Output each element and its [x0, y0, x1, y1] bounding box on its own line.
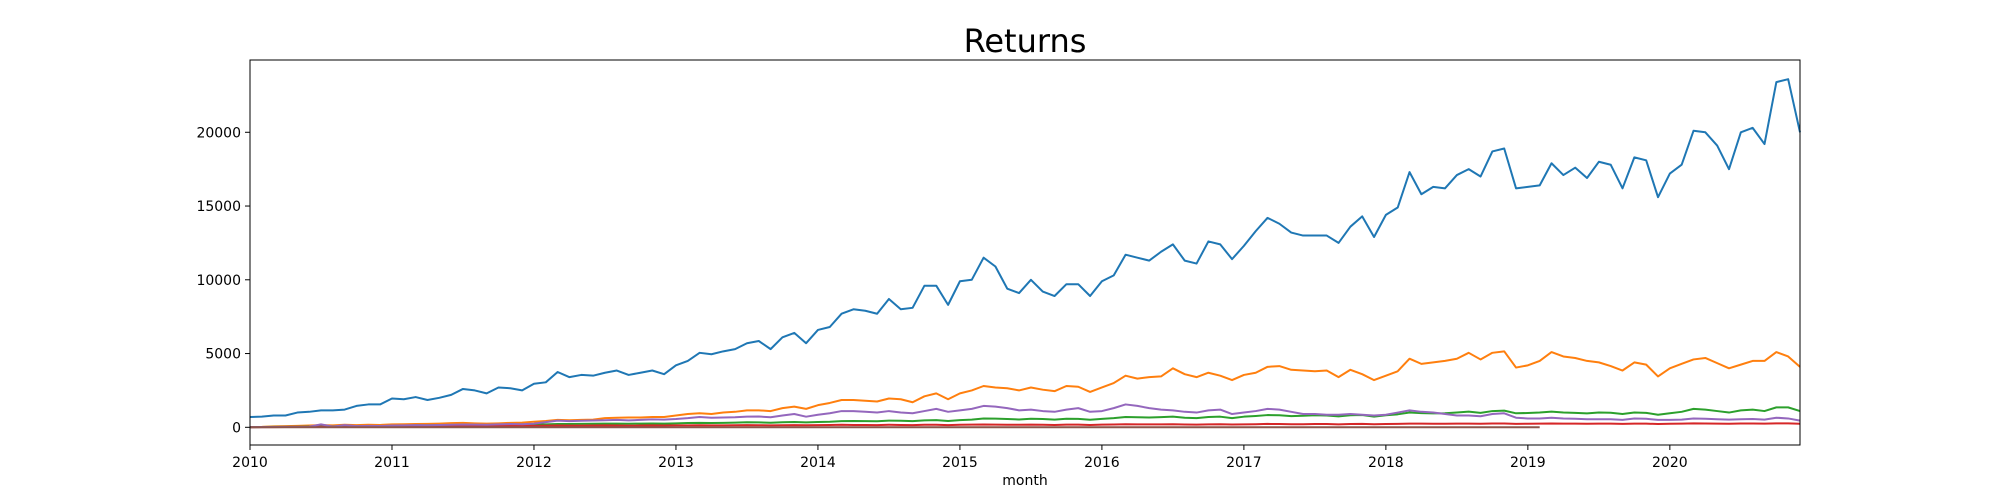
plot-frame [249, 59, 1801, 446]
x-axis: 2010 2011 2012 2013 2014 2015 2016 2017 2018 2019… [232, 445, 1688, 471]
x-tick-label: 2020 [1652, 455, 1688, 471]
y-tick-label: 5000 [205, 347, 241, 363]
x-tick-label: 2015 [942, 455, 978, 471]
y-axis: 0 5000 10000 15000 20000 [196, 125, 250, 436]
series-line-5 [249, 403, 1801, 429]
x-tick-label: 2014 [800, 455, 836, 471]
x-tick-label: 2010 [232, 455, 268, 471]
x-axis-label: month [1002, 473, 1047, 489]
x-tick-label: 2011 [374, 455, 410, 471]
x-tick-label: 2016 [1084, 455, 1120, 471]
y-tick-label: 20000 [196, 125, 241, 141]
y-tick-label: 15000 [196, 199, 241, 215]
x-tick-label: 2013 [658, 455, 694, 471]
x-tick-label: 2019 [1510, 455, 1546, 471]
y-tick-label: 0 [232, 420, 241, 436]
series-line-4 [249, 422, 1801, 429]
chart-title: Returns [964, 22, 1087, 60]
series-line-1 [249, 78, 1801, 418]
x-tick-label: 2017 [1226, 455, 1262, 471]
series-layer [249, 78, 1801, 429]
series-line-2 [249, 350, 1801, 428]
y-tick-label: 10000 [196, 273, 241, 289]
x-tick-label: 2018 [1368, 455, 1404, 471]
x-tick-label: 2012 [516, 455, 552, 471]
